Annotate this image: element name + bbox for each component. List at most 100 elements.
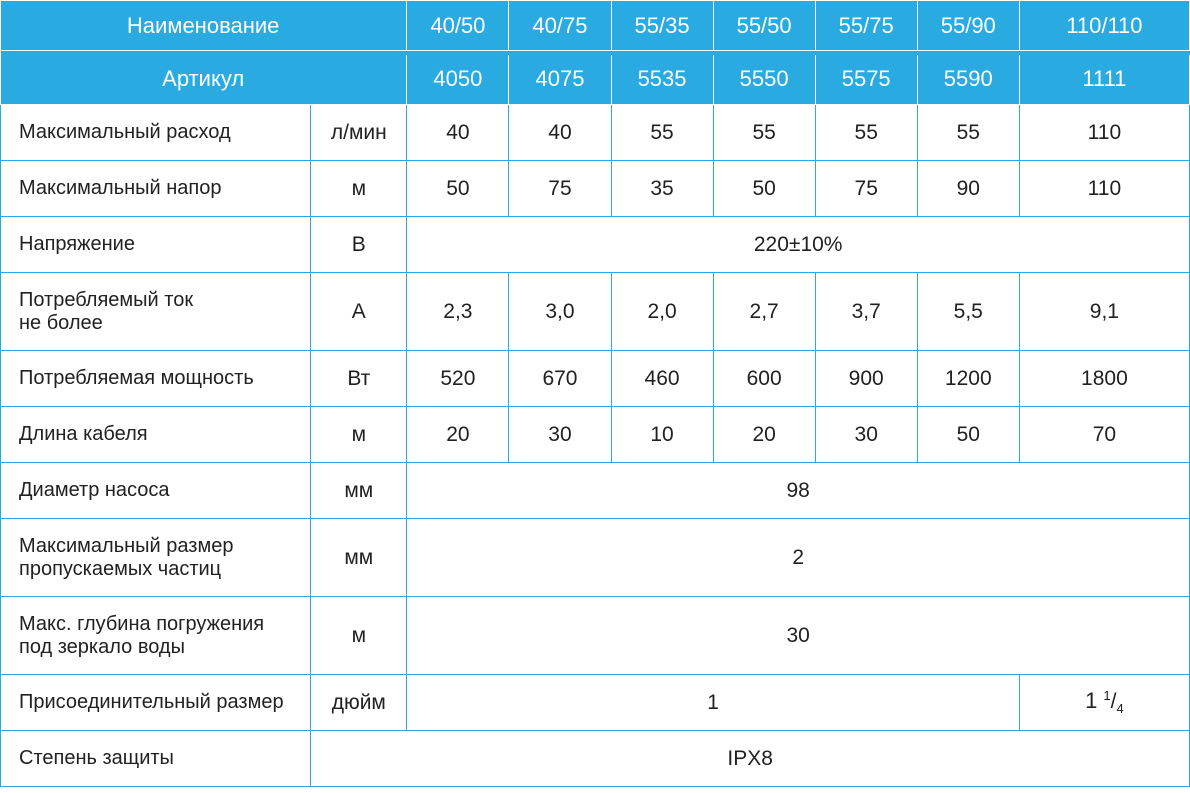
row-head: Максимальный напор м 50 75 35 50 75 90 1… (1, 161, 1190, 217)
current-2: 2,0 (611, 273, 713, 351)
power-2: 460 (611, 351, 713, 407)
unit-depth: м (311, 597, 407, 675)
cable-5: 50 (917, 407, 1019, 463)
cable-2: 10 (611, 407, 713, 463)
label-ip: Степень защиты (1, 731, 311, 787)
depth-val: 30 (407, 597, 1190, 675)
label-particle-l1: Максимальный размер (19, 535, 233, 557)
header-article-0: 4050 (407, 55, 509, 105)
row-cable: Длина кабеля м 20 30 10 20 30 50 70 (1, 407, 1190, 463)
unit-power: Вт (311, 351, 407, 407)
header-name: Наименование (1, 1, 407, 51)
row-voltage: Напряжение В 220±10% (1, 217, 1190, 273)
header-model-1: 40/75 (509, 1, 611, 51)
power-6: 1800 (1019, 351, 1189, 407)
header-article-2: 5535 (611, 55, 713, 105)
row-particle: Максимальный размер пропускаемых частиц … (1, 519, 1190, 597)
head-4: 75 (815, 161, 917, 217)
label-voltage: Напряжение (1, 217, 311, 273)
unit-particle: мм (311, 519, 407, 597)
head-3: 50 (713, 161, 815, 217)
header-row-article: Артикул 4050 4075 5535 5550 5575 5590 11… (1, 55, 1190, 105)
header-model-4: 55/75 (815, 1, 917, 51)
cable-4: 30 (815, 407, 917, 463)
current-0: 2,3 (407, 273, 509, 351)
voltage-val: 220±10% (407, 217, 1190, 273)
label-current-l2: не более (19, 312, 309, 335)
conn-val-6: 1 (407, 675, 1019, 731)
flow-2: 55 (611, 105, 713, 161)
label-flow: Максимальный расход (1, 105, 311, 161)
label-particle: Максимальный размер пропускаемых частиц (1, 519, 311, 597)
unit-conn: дюйм (311, 675, 407, 731)
flow-4: 55 (815, 105, 917, 161)
label-head: Максимальный напор (1, 161, 311, 217)
spec-table: Наименование 40/50 40/75 55/35 55/50 55/… (0, 0, 1190, 787)
label-conn: Присоединительный размер (1, 675, 311, 731)
power-5: 1200 (917, 351, 1019, 407)
cable-0: 20 (407, 407, 509, 463)
label-depth-l2: под зеркало воды (19, 636, 309, 659)
row-diameter: Диаметр насоса мм 98 (1, 463, 1190, 519)
current-5: 5,5 (917, 273, 1019, 351)
unit-head: м (311, 161, 407, 217)
header-article-1: 4075 (509, 55, 611, 105)
power-1: 670 (509, 351, 611, 407)
flow-6: 110 (1019, 105, 1189, 161)
head-0: 50 (407, 161, 509, 217)
unit-diameter: мм (311, 463, 407, 519)
header-article-3: 5550 (713, 55, 815, 105)
header-row-name: Наименование 40/50 40/75 55/35 55/50 55/… (1, 1, 1190, 51)
cable-1: 30 (509, 407, 611, 463)
row-ip: Степень защиты IPX8 (1, 731, 1190, 787)
current-1: 3,0 (509, 273, 611, 351)
label-cable: Длина кабеля (1, 407, 311, 463)
conn-frac-den: 4 (1117, 702, 1124, 717)
diameter-val: 98 (407, 463, 1190, 519)
header-article-5: 5590 (917, 55, 1019, 105)
header-article-6: 1111 (1019, 55, 1189, 105)
label-particle-l2: пропускаемых частиц (19, 558, 309, 581)
row-power: Потребляемая мощность Вт 520 670 460 600… (1, 351, 1190, 407)
row-depth: Макс. глубина погружения под зеркало вод… (1, 597, 1190, 675)
conn-frac-num: 1 (1103, 688, 1110, 703)
label-depth: Макс. глубина погружения под зеркало вод… (1, 597, 311, 675)
label-diameter: Диаметр насоса (1, 463, 311, 519)
flow-0: 40 (407, 105, 509, 161)
row-current: Потребляемый ток не более А 2,3 3,0 2,0 … (1, 273, 1190, 351)
header-article-4: 5575 (815, 55, 917, 105)
power-4: 900 (815, 351, 917, 407)
particle-val: 2 (407, 519, 1190, 597)
unit-voltage: В (311, 217, 407, 273)
unit-current: А (311, 273, 407, 351)
header-model-0: 40/50 (407, 1, 509, 51)
flow-3: 55 (713, 105, 815, 161)
ip-val: IPX8 (311, 731, 1190, 787)
row-flow: Максимальный расход л/мин 40 40 55 55 55… (1, 105, 1190, 161)
header-model-3: 55/50 (713, 1, 815, 51)
label-depth-l1: Макс. глубина погружения (19, 613, 264, 635)
flow-5: 55 (917, 105, 1019, 161)
power-3: 600 (713, 351, 815, 407)
label-power: Потребляемая мощность (1, 351, 311, 407)
conn-frac-whole: 1 (1085, 688, 1103, 713)
head-1: 75 (509, 161, 611, 217)
header-model-5: 55/90 (917, 1, 1019, 51)
cable-3: 20 (713, 407, 815, 463)
header-model-6: 110/110 (1019, 1, 1189, 51)
cable-6: 70 (1019, 407, 1189, 463)
label-current-l1: Потребляемый ток (19, 289, 193, 311)
current-3: 2,7 (713, 273, 815, 351)
head-2: 35 (611, 161, 713, 217)
head-6: 110 (1019, 161, 1189, 217)
flow-1: 40 (509, 105, 611, 161)
unit-flow: л/мин (311, 105, 407, 161)
row-conn: Присоединительный размер дюйм 1 1 1/4 (1, 675, 1190, 731)
head-5: 90 (917, 161, 1019, 217)
current-6: 9,1 (1019, 273, 1189, 351)
conn-val-last: 1 1/4 (1019, 675, 1189, 731)
unit-cable: м (311, 407, 407, 463)
label-current: Потребляемый ток не более (1, 273, 311, 351)
header-article: Артикул (1, 55, 407, 105)
power-0: 520 (407, 351, 509, 407)
